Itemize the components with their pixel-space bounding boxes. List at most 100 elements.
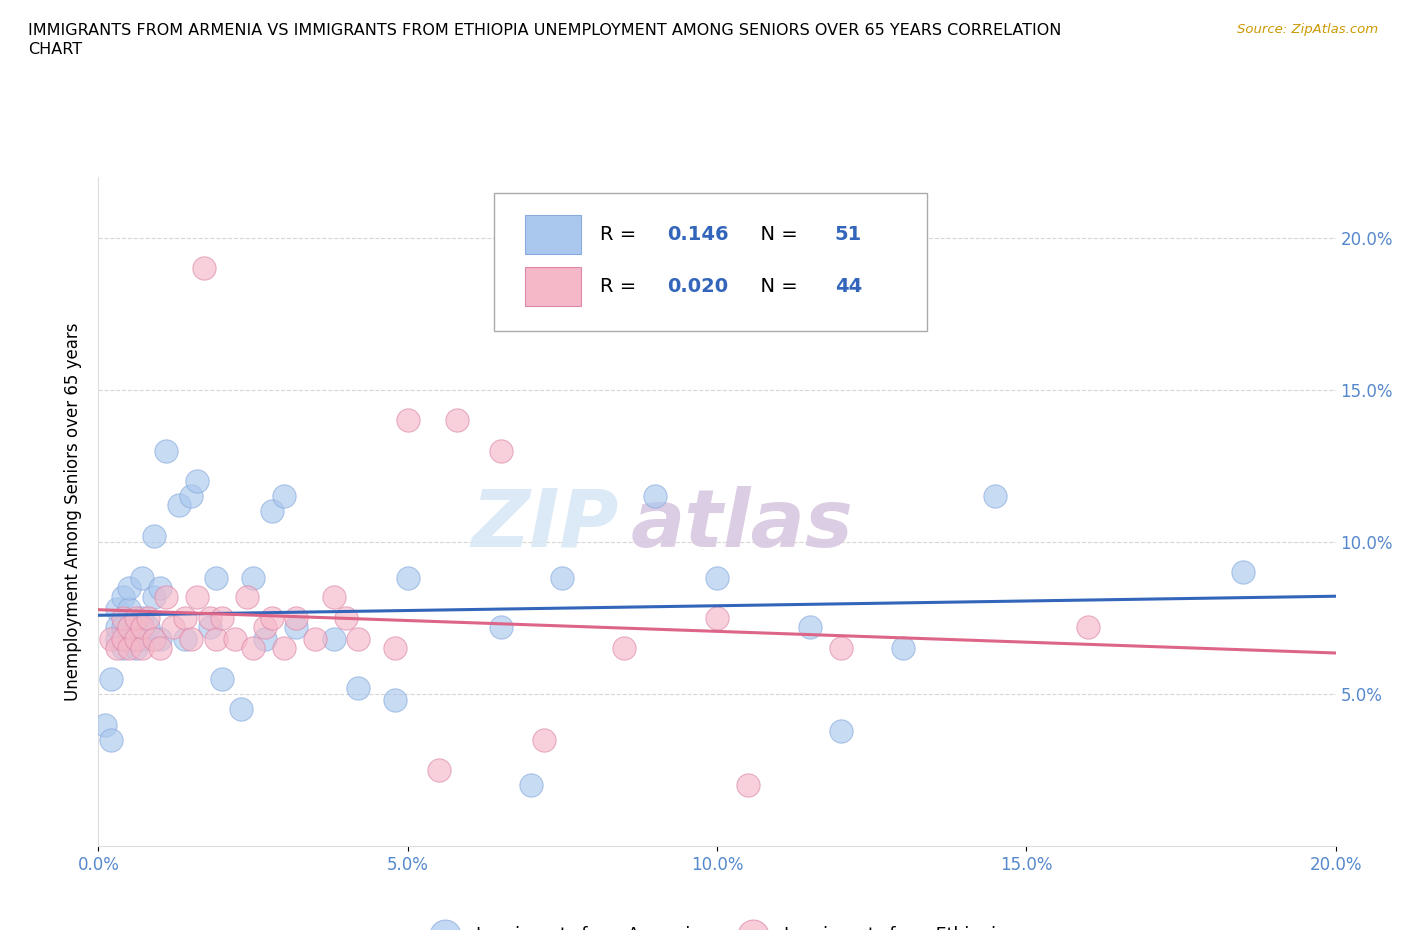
Point [100,732,122,747]
Point [242,641,264,656]
Legend: Immigrants from Armenia, Immigrants from Ethiopia: Immigrants from Armenia, Immigrants from… [420,919,1014,930]
Point [112,590,135,604]
Point [613,641,636,656]
Point [198,619,221,634]
Point [105,602,128,617]
Text: ZIP: ZIP [471,485,619,564]
Point [131,641,153,656]
Point [489,444,512,458]
Point [384,693,406,708]
Point [427,763,450,777]
Point [186,590,208,604]
Point [149,631,172,646]
Point [180,489,202,504]
Point [254,631,277,646]
Point [446,413,468,428]
Point [124,631,146,646]
Point [533,732,555,747]
Point [118,580,141,595]
Text: 0.146: 0.146 [668,225,730,244]
Text: 51: 51 [835,225,862,244]
FancyBboxPatch shape [526,215,581,254]
Point [830,724,852,738]
Point [830,641,852,656]
Point [105,631,128,646]
Point [285,611,308,626]
Point [322,631,344,646]
Point [229,702,252,717]
Point [254,619,277,634]
Point [706,611,728,626]
Point [118,602,141,617]
Point [347,631,370,646]
Point [149,580,172,595]
Point [100,671,122,686]
Point [285,619,308,634]
Point [112,619,135,634]
Point [143,590,166,604]
Point [112,611,135,626]
Point [93,717,115,732]
Point [155,444,177,458]
Point [799,619,821,634]
FancyBboxPatch shape [495,193,928,331]
Point [112,631,135,646]
Point [167,498,190,512]
Point [273,641,295,656]
Point [396,413,419,428]
Point [335,611,357,626]
Point [1232,565,1254,579]
Point [273,489,295,504]
Point [520,778,543,793]
Point [205,631,228,646]
Point [124,641,146,656]
Point [242,571,264,586]
Point [984,489,1007,504]
Point [198,611,221,626]
Point [174,631,197,646]
Text: 0.020: 0.020 [668,277,728,296]
Point [136,611,159,626]
Point [131,571,153,586]
Point [322,590,344,604]
Point [706,571,728,586]
Point [1077,619,1099,634]
Point [100,631,122,646]
Point [131,619,153,634]
Point [105,619,128,634]
Point [131,631,153,646]
Point [644,489,666,504]
Point [347,681,370,696]
Point [236,590,259,604]
Point [118,631,141,646]
Text: CHART: CHART [28,42,82,57]
Point [143,631,166,646]
Point [155,590,177,604]
Point [260,611,283,626]
Text: N =: N = [748,277,804,296]
Point [118,619,141,634]
Y-axis label: Unemployment Among Seniors over 65 years: Unemployment Among Seniors over 65 years [65,323,83,700]
Point [193,260,215,275]
Point [186,473,208,488]
Point [174,611,197,626]
Point [489,619,512,634]
Text: atlas: atlas [630,485,853,564]
Point [162,619,184,634]
Point [124,611,146,626]
Point [384,641,406,656]
Text: Source: ZipAtlas.com: Source: ZipAtlas.com [1237,23,1378,36]
Point [304,631,326,646]
FancyBboxPatch shape [526,267,581,306]
Point [211,611,233,626]
Point [105,641,128,656]
Point [131,611,153,626]
Point [891,641,914,656]
Point [260,504,283,519]
Point [136,619,159,634]
Point [551,571,574,586]
Point [112,641,135,656]
Text: IMMIGRANTS FROM ARMENIA VS IMMIGRANTS FROM ETHIOPIA UNEMPLOYMENT AMONG SENIORS O: IMMIGRANTS FROM ARMENIA VS IMMIGRANTS FR… [28,23,1062,38]
Point [149,641,172,656]
Point [180,631,202,646]
